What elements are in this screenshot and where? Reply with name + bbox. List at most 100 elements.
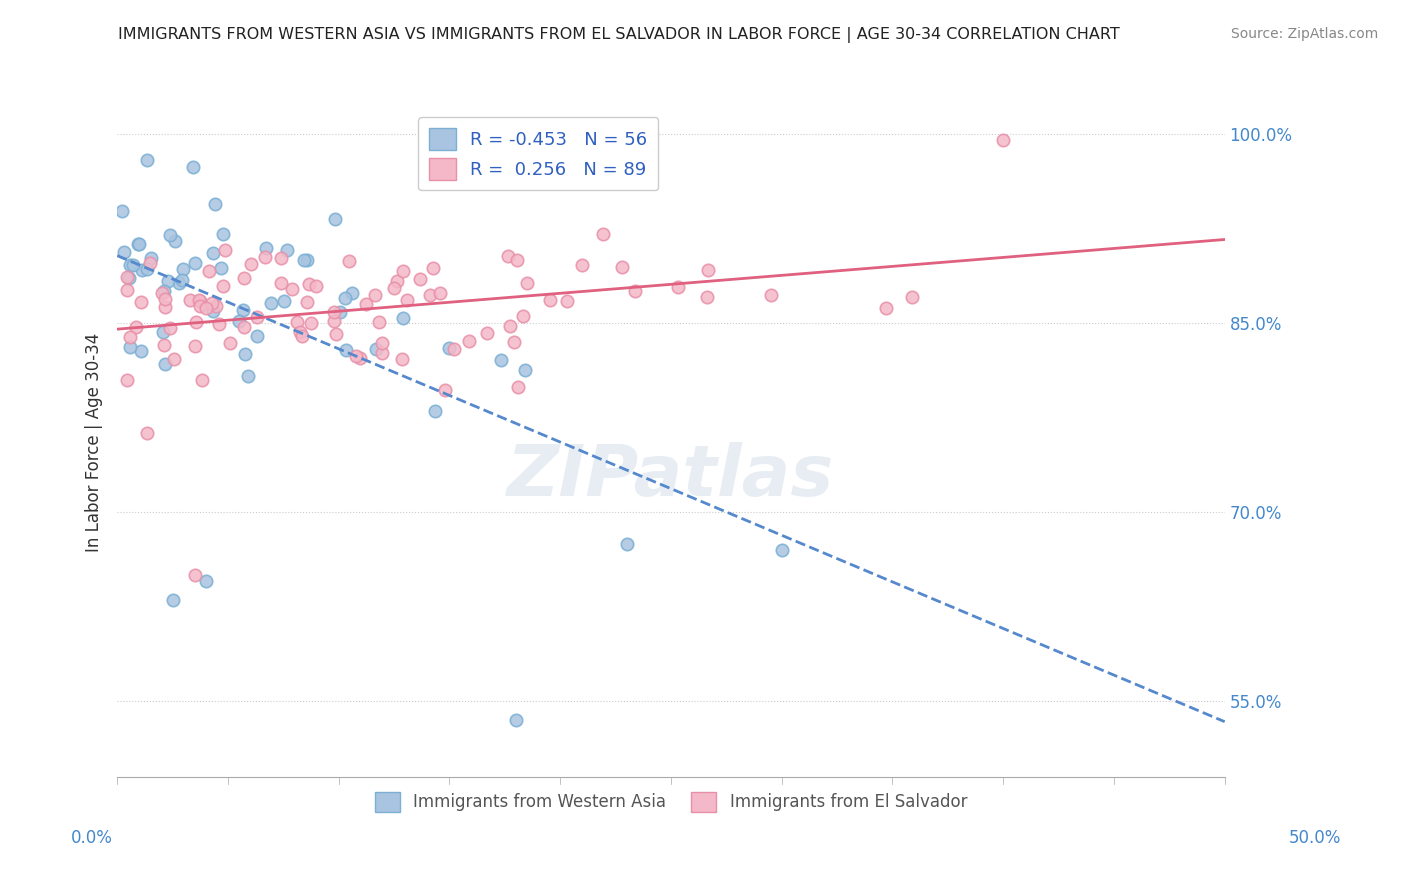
Point: [246, 329, 269, 343]
Point: [195, 301, 218, 315]
Point: [408, 272, 430, 286]
Point: [396, 293, 419, 307]
Point: [211, 227, 233, 241]
Point: [292, 252, 315, 267]
Point: [443, 342, 465, 356]
Point: [354, 296, 377, 310]
Point: [232, 303, 254, 318]
Point: [228, 314, 250, 328]
Point: [276, 244, 298, 258]
Point: [429, 286, 451, 301]
Point: [458, 334, 481, 348]
Point: [298, 277, 321, 292]
Point: [291, 329, 314, 343]
Point: [273, 294, 295, 309]
Point: [538, 293, 561, 307]
Point: [159, 227, 181, 242]
Point: [153, 284, 176, 298]
Point: [761, 288, 783, 302]
Point: [295, 253, 318, 268]
Point: [329, 304, 352, 318]
Point: [592, 227, 614, 241]
Point: [419, 288, 441, 302]
Text: 50.0%: 50.0%: [1288, 829, 1341, 847]
Point: [205, 299, 228, 313]
Text: IMMIGRANTS FROM WESTERN ASIA VS IMMIGRANTS FROM EL SALVADOR IN LABOR FORCE | AGE: IMMIGRANTS FROM WESTERN ASIA VS IMMIGRAN…: [118, 27, 1119, 43]
Point: [422, 260, 444, 275]
Point: [770, 542, 793, 557]
Point: [152, 286, 174, 301]
Point: [571, 258, 593, 272]
Point: [368, 315, 391, 329]
Point: [901, 290, 924, 304]
Point: [498, 318, 520, 333]
Point: [190, 373, 212, 387]
Point: [516, 276, 538, 290]
Point: [512, 310, 534, 324]
Point: [392, 263, 415, 277]
Point: [153, 357, 176, 371]
Point: [186, 315, 208, 329]
Point: [236, 369, 259, 384]
Point: [993, 133, 1015, 147]
Point: [163, 234, 186, 248]
Point: [696, 290, 718, 304]
Point: [155, 292, 177, 306]
Point: [198, 264, 221, 278]
Point: [391, 352, 413, 367]
Point: [209, 261, 232, 276]
Point: [239, 257, 262, 271]
Point: [233, 347, 256, 361]
Point: [232, 271, 254, 285]
Point: [364, 342, 387, 356]
Point: [513, 363, 536, 377]
Point: [204, 197, 226, 211]
Point: [183, 255, 205, 269]
Point: [333, 291, 356, 305]
Point: [371, 346, 394, 360]
Point: [270, 251, 292, 265]
Point: [439, 341, 461, 355]
Point: [172, 261, 194, 276]
Point: [253, 250, 276, 264]
Y-axis label: In Labor Force | Age 30-34: In Labor Force | Age 30-34: [86, 333, 103, 552]
Point: [875, 301, 897, 315]
Point: [118, 259, 141, 273]
Point: [301, 316, 323, 330]
Point: [201, 295, 224, 310]
Point: [169, 276, 191, 290]
Point: [392, 310, 415, 325]
Point: [163, 352, 186, 367]
Point: [425, 403, 447, 417]
Point: [505, 713, 527, 727]
Point: [214, 243, 236, 257]
Point: [246, 310, 269, 325]
Point: [118, 271, 141, 285]
Point: [290, 325, 312, 339]
Point: [260, 296, 283, 310]
Point: [125, 319, 148, 334]
Point: [489, 353, 512, 368]
Text: ZIPatlas: ZIPatlas: [508, 442, 835, 510]
Point: [340, 286, 363, 301]
Point: [135, 153, 157, 168]
Point: [162, 593, 184, 607]
Point: [287, 315, 309, 329]
Point: [201, 304, 224, 318]
Point: [349, 351, 371, 365]
Point: [194, 574, 217, 589]
Point: [280, 283, 302, 297]
Point: [254, 241, 277, 255]
Point: [555, 294, 578, 309]
Point: [153, 338, 176, 352]
Point: [188, 299, 211, 313]
Point: [115, 283, 138, 297]
Point: [696, 263, 718, 277]
Point: [135, 261, 157, 276]
Point: [201, 246, 224, 260]
Point: [120, 340, 142, 354]
Point: [208, 317, 231, 331]
Point: [666, 280, 689, 294]
Point: [496, 249, 519, 263]
Point: [157, 274, 180, 288]
